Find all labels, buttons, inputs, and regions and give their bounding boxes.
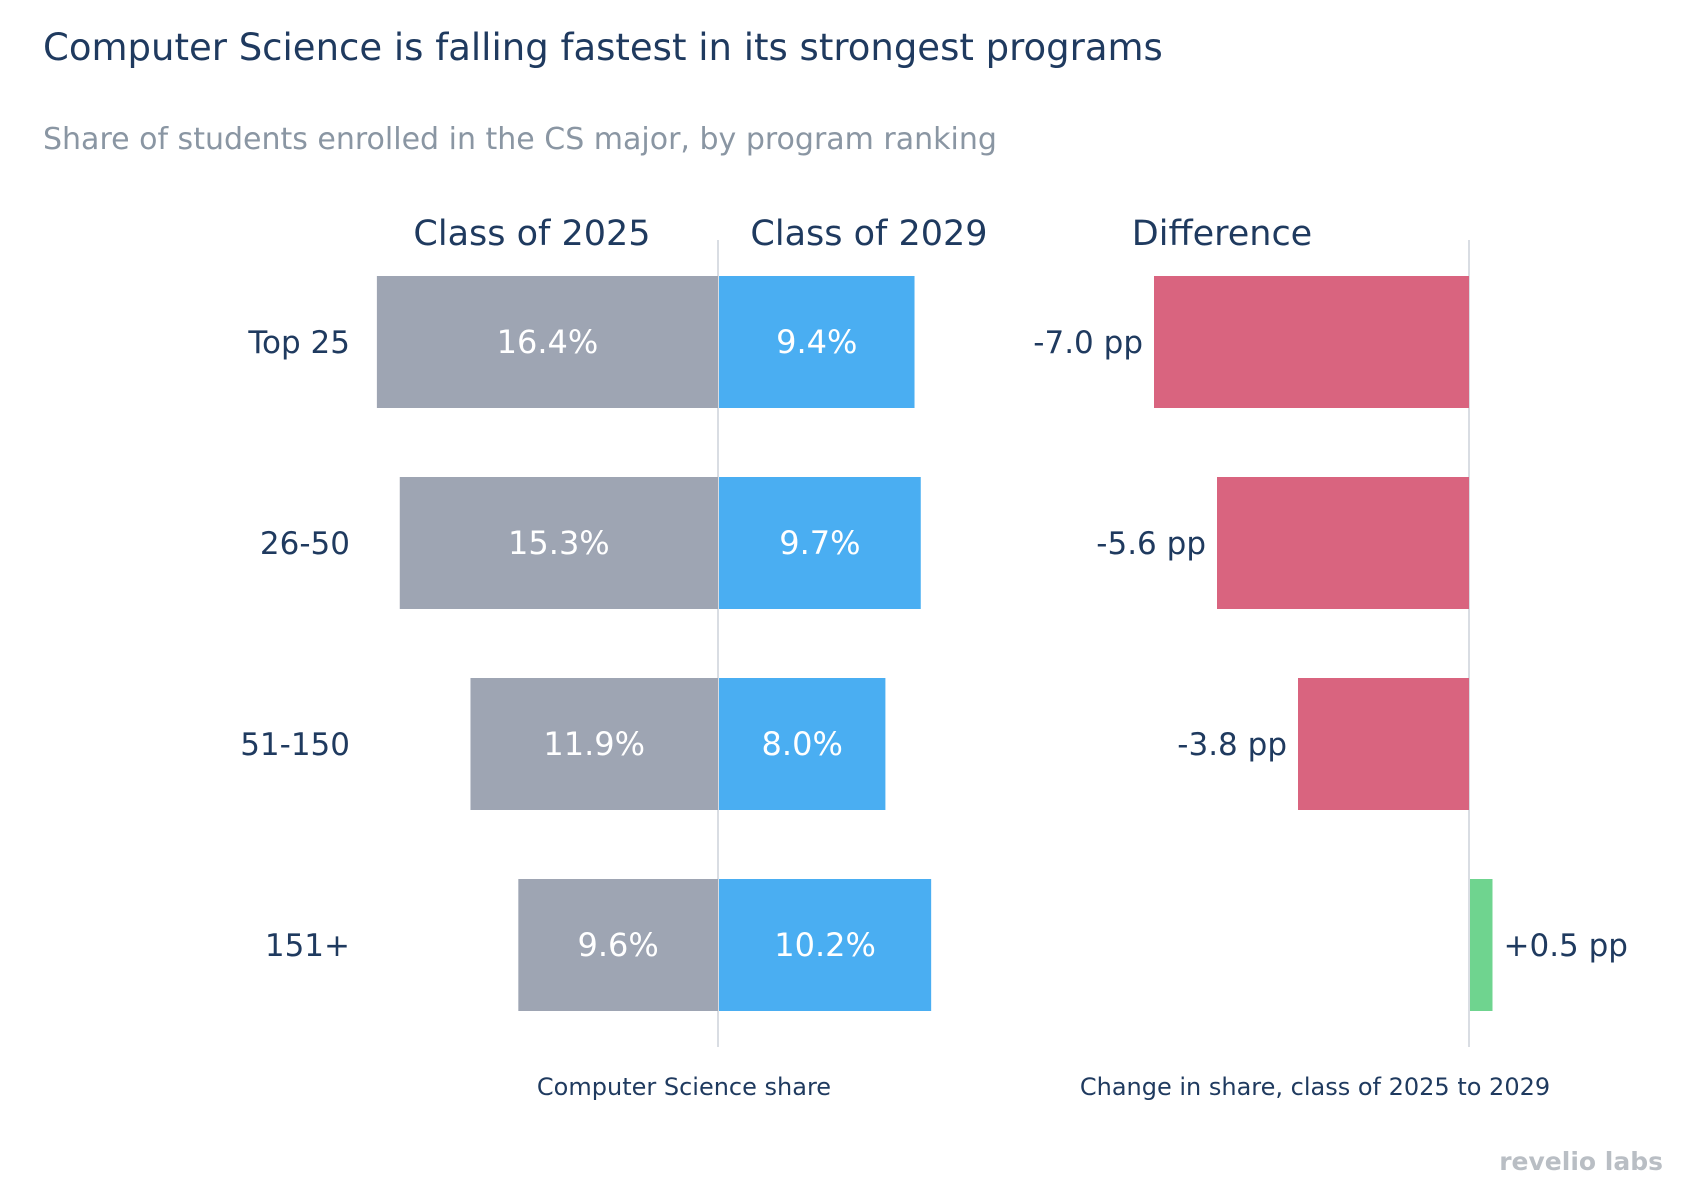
difference-header: Difference [1132, 214, 1312, 254]
bar-difference [1298, 678, 1469, 810]
bar-label-class-2029: 9.7% [779, 524, 860, 562]
bar-label-class-2025: 9.6% [578, 926, 659, 964]
bar-class-2029 [719, 879, 932, 1011]
bar-label-class-2029: 8.0% [762, 725, 843, 763]
category-label: 26-50 [260, 526, 350, 562]
bar-class-2025 [518, 879, 718, 1011]
bar-label-class-2025: 15.3% [508, 524, 610, 562]
category-label: 51-150 [240, 727, 350, 763]
chart-title: Computer Science is falling fastest in i… [43, 26, 1163, 69]
category-label: 151+ [265, 928, 350, 964]
bar-class-2025 [470, 678, 718, 810]
bar-class-2025 [399, 477, 718, 609]
series-header-class-2029: Class of 2029 [750, 214, 987, 254]
bar-label-class-2025: 16.4% [497, 323, 599, 361]
bar-difference [1154, 276, 1469, 408]
left-panel-bars: 16.4% 9.4% 15.3% 9.7% 11.9% 8.0% 9.6% 10.2% [376, 276, 932, 1011]
bar-difference [1470, 879, 1493, 1011]
bar-label-difference: -3.8 pp [1177, 727, 1287, 763]
bar-label-class-2029: 10.2% [774, 926, 876, 964]
bar-class-2029 [719, 678, 886, 810]
right-panel-xlabel: Change in share, class of 2025 to 2029 [1080, 1073, 1550, 1101]
bar-class-2025 [376, 276, 718, 408]
chart-subtitle: Share of students enrolled in the CS maj… [43, 122, 997, 157]
series-header-class-2025: Class of 2025 [413, 214, 650, 254]
category-label: Top 25 [247, 325, 350, 361]
bar-difference [1217, 477, 1469, 609]
bar-label-difference: +0.5 pp [1504, 928, 1628, 964]
revelio-labs-logo: revelio labs [1499, 1147, 1663, 1176]
bar-label-difference: -5.6 pp [1096, 526, 1206, 562]
bar-label-difference: -7.0 pp [1033, 325, 1143, 361]
bar-class-2029 [719, 276, 915, 408]
left-panel-xlabel: Computer Science share [537, 1073, 831, 1101]
right-panel-bars: -7.0 pp -5.6 pp -3.8 pp +0.5 pp [1033, 276, 1628, 1011]
bar-class-2029 [719, 477, 921, 609]
bar-label-class-2029: 9.4% [776, 323, 857, 361]
category-labels: Top 25 26-50 51-150 151+ [240, 325, 350, 964]
bar-label-class-2025: 11.9% [543, 725, 645, 763]
